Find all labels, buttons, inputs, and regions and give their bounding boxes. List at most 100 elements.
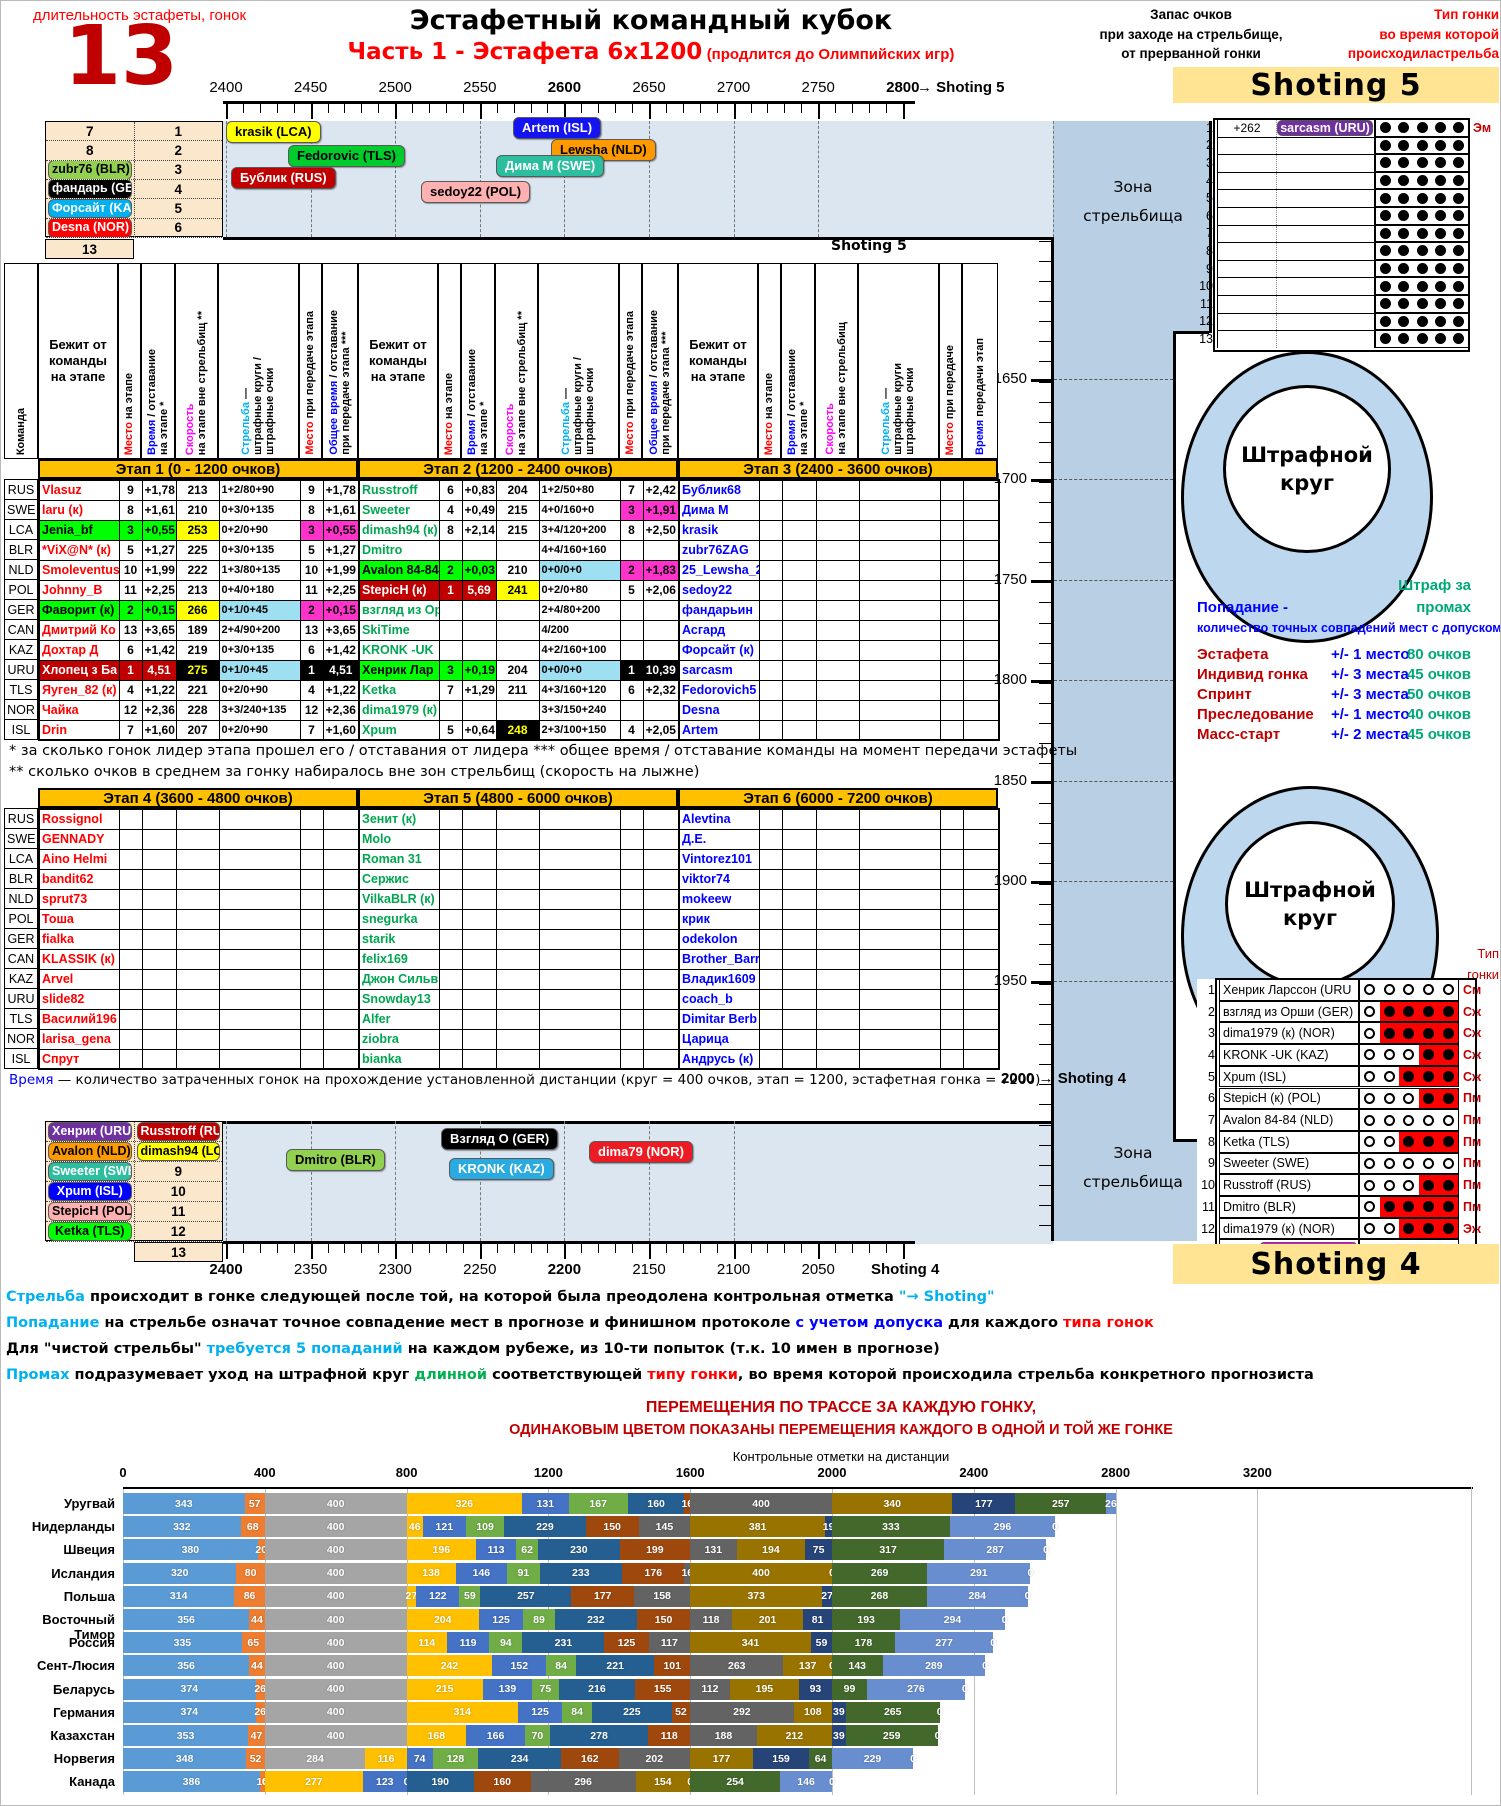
shot-cell-divider (1276, 313, 1277, 331)
runner-name: Дима М (678, 499, 760, 521)
team-chip: Xpum (ISL) (48, 1182, 132, 1201)
hit-dot (1403, 1092, 1415, 1104)
legend-line-part: подразумевает уход на штрафной круг (69, 1367, 415, 1383)
top-ruler-tick (852, 104, 854, 113)
team-chip: dimash94 (LCA) (136, 1142, 220, 1161)
start-list-bottom-cell: Avalon (NLD) (46, 1142, 135, 1161)
dot-slot (1380, 1132, 1400, 1152)
stat-cell (322, 828, 360, 850)
start-list-top-cell: 1 (174, 123, 182, 139)
stat-cell: 0+1/0+45 (218, 599, 301, 621)
stat-cell: 213 (175, 579, 220, 601)
top-ruler-label: 2800 (886, 79, 920, 96)
stat-cell (939, 988, 964, 1010)
runner-name: dimash94 (к) (358, 519, 440, 541)
dot-slot (1418, 1175, 1439, 1195)
top-ruler-label: 2500 (378, 79, 412, 96)
dot-slot (1438, 1045, 1458, 1065)
v-ruler-minor-tick (1039, 702, 1051, 704)
chart-bar-segment: 19 (823, 1516, 834, 1538)
runner-name: Arvel (38, 968, 120, 990)
racetype-note-line: происходиластрельба (1347, 46, 1499, 62)
stat-cell (642, 1028, 680, 1050)
chart-segment-value: 294 (943, 1613, 962, 1626)
bottom-shoting-label: Shoting 4 (871, 1261, 940, 1278)
dot-slot (1438, 1218, 1458, 1239)
stat-cell (538, 1028, 621, 1050)
dot-slot (1438, 1088, 1458, 1109)
chart-segment-value: 348 (175, 1752, 194, 1765)
chart-segment-value: 101 (663, 1659, 681, 1672)
shot-score-name (1217, 207, 1375, 225)
chart-row-label: Беларусь (53, 1681, 115, 1697)
shot-dots (1359, 1065, 1459, 1088)
penalty-tolerance: +/- 2 места (1331, 726, 1409, 743)
start-list-bottom-cell: Хенрик (URU) (46, 1122, 135, 1141)
chart-segment-value: 268 (870, 1590, 889, 1603)
chart-bar-segment: 400 (264, 1493, 407, 1514)
top-ruler-tick (327, 104, 329, 113)
stat-cell (218, 868, 301, 890)
chart-segment-value: 86 (243, 1590, 256, 1603)
hit-dot (1442, 1114, 1454, 1126)
v-band-gridline (1054, 680, 1173, 682)
chart-segment-value: 291 (970, 1567, 988, 1580)
bottom-ruler-tick (682, 1244, 684, 1253)
dot-slot (1438, 980, 1458, 1000)
stat-cell (939, 579, 964, 601)
chart-segment-value: 113 (487, 1543, 505, 1556)
bottom-ruler-tick (547, 1244, 549, 1253)
stat-cell (815, 1008, 860, 1030)
shot-row-num: 12 (1199, 314, 1213, 329)
penalty-points: 40 очков (1406, 706, 1471, 723)
bottom-ruler-tick (496, 1244, 498, 1253)
shoting5-row: 4 (1191, 171, 1469, 190)
country-code: SWE (4, 499, 38, 520)
dot-slot (1450, 226, 1468, 242)
stat-cell (962, 659, 1000, 681)
chart-bar-segment: 314 (406, 1701, 518, 1723)
stat-cell (118, 1008, 143, 1030)
chart-bar: 356 44 400 204 125 89 232 150 118 201 81 193 294 0 (123, 1609, 1007, 1630)
top-ruler-tick (496, 104, 498, 113)
stat-cell (461, 639, 497, 661)
miss-dot (1398, 280, 1410, 292)
chart-segment-value: 233 (572, 1567, 590, 1580)
shoting5-row: 6 (1191, 207, 1469, 225)
v-ruler-label: 1900 (993, 872, 1027, 889)
chart-row-label: Германия (53, 1704, 115, 1720)
shot-dots (1359, 1174, 1459, 1196)
chart-segment-value: 125 (617, 1636, 636, 1649)
stat-cell (495, 1008, 540, 1030)
chart-segment-value: 278 (590, 1729, 608, 1742)
v-ruler-minor-tick (1039, 562, 1051, 564)
chart-segment-value: 212 (785, 1729, 804, 1742)
dot-slot (1360, 1132, 1380, 1152)
bottom-ruler-tick (801, 1244, 803, 1253)
chart-segment-value: 178 (854, 1636, 873, 1649)
chart-bar-segment: 81 (803, 1609, 832, 1630)
stat-cell: 8 (118, 499, 143, 521)
dot-slot (1360, 1197, 1380, 1217)
v-ruler-minor-tick (1039, 823, 1051, 825)
top-ruler-label: 2450 (293, 79, 328, 96)
stat-cell: 3 (438, 659, 463, 681)
stat-cell (538, 848, 621, 870)
chart-bar-segment: 99 (831, 1678, 867, 1700)
runner-name: Xpum (358, 719, 440, 741)
stat-cell: 8 (619, 519, 644, 541)
stage-table: Russtroff 6 +0,83 204 1+2/50+80 7 +2,42 Sweeter… (358, 479, 680, 741)
stat-cell: 0+2/0+80 (538, 579, 621, 601)
runner-name: laru (к) (38, 499, 120, 521)
chart-bar-segment: 400 (264, 1655, 407, 1677)
top-band-gridline (479, 121, 481, 237)
stat-cell: 2 (619, 559, 644, 581)
stat-cell (218, 968, 301, 990)
bottom-ruler-label: 2200 (547, 1261, 582, 1278)
dot-slot (1394, 331, 1412, 347)
miss-dot (1383, 1201, 1395, 1213)
stat-cell (781, 719, 817, 741)
stat-cell: 248 (495, 719, 540, 741)
reserve-note: Запас очков при заходе на стрельбище, от п… (1041, 5, 1341, 83)
stat-cell (175, 848, 220, 870)
